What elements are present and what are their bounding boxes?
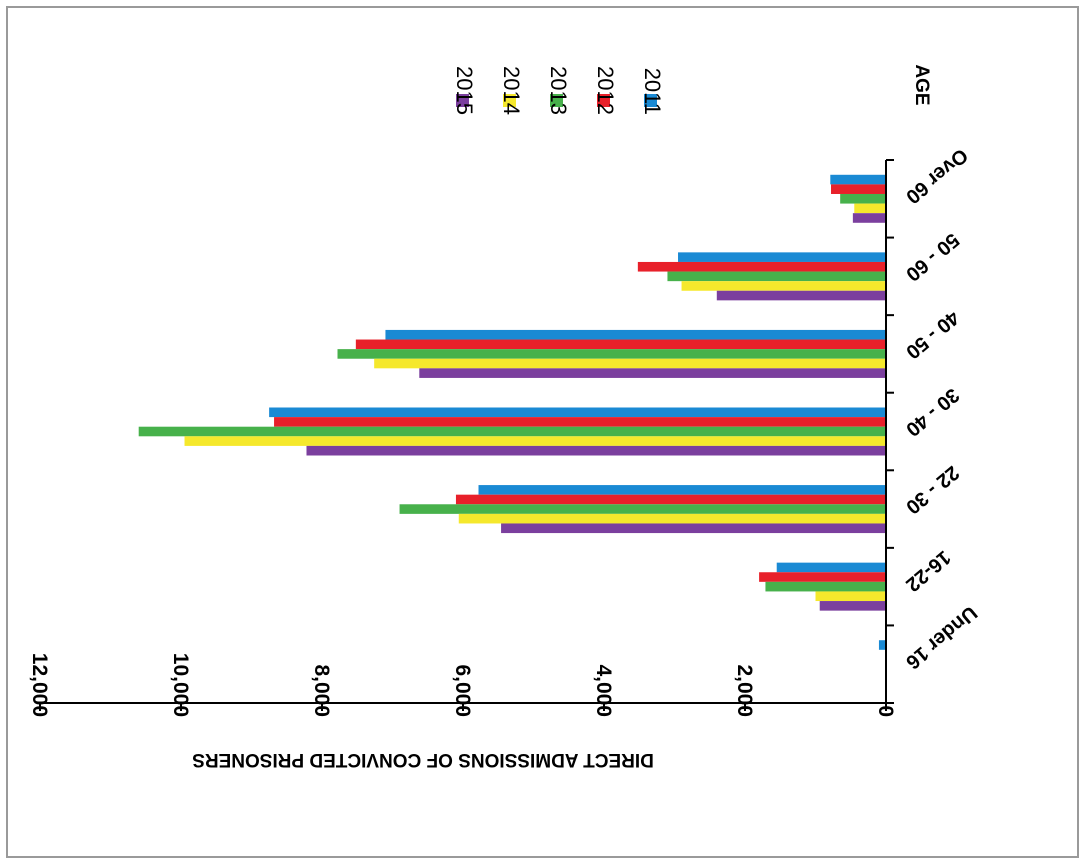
bar-2014-50-60 [681, 281, 886, 291]
bar-2012-40-50 [355, 339, 886, 350]
bar-2011-Under16 [878, 640, 886, 650]
legend-label: 2014 [499, 66, 524, 115]
category-label: 40 - 50 [901, 306, 963, 363]
value-tick-label: 10,000 [169, 653, 192, 717]
bars [138, 174, 886, 650]
bar-2011-50-60 [678, 252, 886, 262]
bar-2012-16-22 [759, 572, 886, 582]
bar-2014-22-30 [458, 513, 886, 524]
legend-swatch-2014 [503, 94, 516, 107]
category-label: Over 60 [901, 144, 971, 208]
bar-2015-40-50 [419, 368, 886, 378]
bar-2015-50-60 [716, 290, 886, 301]
category-label: 30 - 40 [901, 384, 963, 441]
bar-2015-Over60 [852, 213, 886, 223]
bar-2011-30-40 [269, 407, 886, 418]
legend-swatch-2012 [597, 94, 610, 107]
legend: 2011 2012 2013 2014 2015 [452, 66, 665, 115]
bar-2015-30-40 [306, 445, 886, 456]
value-tick-label: 8,000 [310, 664, 333, 717]
chart-frame: 2011 2012 2013 2014 2015 0 2,000 4,000 6,000 8,0… [6, 6, 1079, 858]
bar-2014-40-50 [374, 358, 886, 369]
category-label: Under 16 [901, 601, 981, 673]
bar-2011-22-30 [478, 485, 886, 495]
value-ticks: 0 2,000 4,000 6,000 8,000 10,000 12,000 [28, 159, 897, 717]
legend-swatch-2011 [644, 94, 657, 107]
value-tick-label: 4,000 [592, 664, 615, 717]
legend-label: 2011 [640, 68, 665, 115]
category-axis-title: AGE [911, 64, 932, 105]
bar-2013-50-60 [667, 271, 886, 282]
bar-2011-40-50 [385, 329, 886, 340]
bar-2013-16-22 [765, 581, 886, 592]
bar-2011-16-22 [776, 562, 886, 573]
bar-2013-Over60 [840, 193, 886, 204]
bar-2011-Over60 [830, 174, 886, 185]
bar-2012-30-40 [274, 417, 886, 427]
value-tick-label: 0 [874, 705, 897, 717]
category-label: 22 - 30 [901, 461, 963, 518]
bar-chart: 2011 2012 2013 2014 2015 0 2,000 4,000 6,000 8,0… [28, 64, 981, 770]
value-tick-label: 2,000 [733, 664, 756, 717]
bar-2015-22-30 [501, 523, 886, 534]
category-label: 16-22 [901, 546, 954, 596]
legend-label: 2012 [593, 66, 618, 115]
bar-2014-16-22 [815, 591, 886, 602]
legend-label: 2013 [546, 66, 571, 115]
legend-swatch-2013 [550, 94, 563, 107]
bar-2012-22-30 [455, 494, 886, 505]
bar-2013-22-30 [399, 504, 886, 514]
value-tick-label: 6,000 [451, 664, 474, 717]
bar-2013-30-40 [138, 426, 886, 437]
bar-2012-Over60 [831, 184, 886, 194]
bar-2014-30-40 [184, 436, 886, 446]
legend-swatch-2015 [456, 94, 469, 107]
bar-2015-16-22 [819, 601, 886, 611]
bar-2013-40-50 [337, 349, 886, 359]
value-tick-label: 12,000 [28, 653, 51, 717]
legend-label: 2015 [452, 66, 477, 115]
category-label: 50 - 60 [901, 228, 963, 285]
bar-2014-Over60 [854, 203, 886, 214]
value-axis-title: DIRECT ADMISSIONS OF CONVICTED PRISONERS [192, 749, 654, 770]
bar-2012-50-60 [637, 261, 886, 272]
